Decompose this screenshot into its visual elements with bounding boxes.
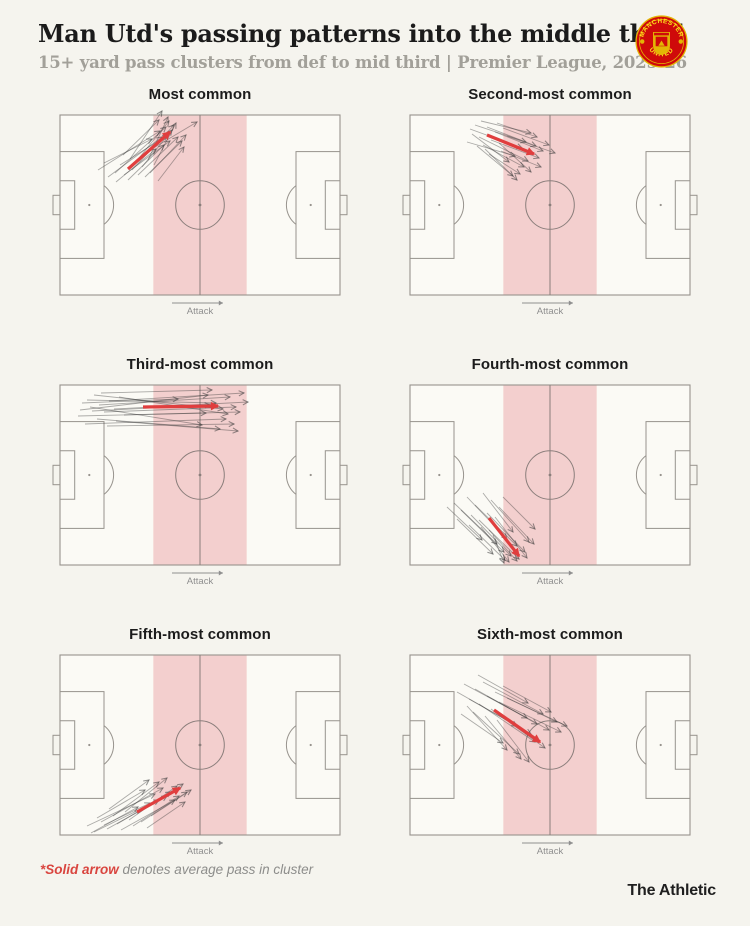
- panel-fourth-most-common: Fourth-most common Attack: [402, 356, 698, 587]
- svg-text:Attack: Attack: [537, 306, 564, 317]
- pitch-fifth-most-common: Attack: [52, 654, 348, 857]
- panels-grid: Most common Attack Second-most common At…: [0, 86, 750, 857]
- panel-fifth-most-common: Fifth-most common Attack: [52, 626, 348, 857]
- pitch-fourth-most-common: Attack: [402, 384, 698, 587]
- svg-text:Attack: Attack: [187, 846, 214, 857]
- svg-text:Attack: Attack: [537, 846, 564, 857]
- page-subtitle: 15+ yard pass clusters from def to mid t…: [38, 52, 687, 72]
- footer: *Solid arrow denotes average pass in clu…: [0, 862, 750, 899]
- panel-title: Third-most common: [126, 355, 274, 373]
- athletic-logo: The Athletic: [627, 881, 716, 899]
- header: Man Utd's passing patterns into the midd…: [0, 0, 750, 72]
- panel-title: Fourth-most common: [471, 355, 629, 373]
- man-utd-crest-icon: MANCHESTER UNITED: [635, 15, 688, 68]
- panel-title: Second-most common: [468, 85, 632, 103]
- svg-text:Attack: Attack: [537, 576, 564, 587]
- pitch-sixth-most-common: Attack: [402, 654, 698, 857]
- panel-third-most-common: Third-most common Attack: [52, 356, 348, 587]
- panel-title: Most common: [148, 85, 252, 103]
- pitch-second-most-common: Attack: [402, 114, 698, 317]
- svg-text:Attack: Attack: [187, 306, 214, 317]
- panel-title: Fifth-most common: [129, 625, 271, 643]
- panel-title: Sixth-most common: [477, 625, 623, 643]
- panel-second-most-common: Second-most common Attack: [402, 86, 698, 317]
- pitch-third-most-common: Attack: [52, 384, 348, 587]
- page-title: Man Utd's passing patterns into the midd…: [38, 19, 685, 48]
- panel-most-common: Most common Attack: [52, 86, 348, 317]
- svg-text:Attack: Attack: [187, 576, 214, 587]
- panel-sixth-most-common: Sixth-most common Attack: [402, 626, 698, 857]
- pitch-most-common: Attack: [52, 107, 348, 317]
- footnote: *Solid arrow denotes average pass in clu…: [40, 862, 750, 877]
- footnote-text: denotes average pass in cluster: [118, 861, 314, 877]
- footnote-highlight: *Solid arrow: [40, 861, 119, 877]
